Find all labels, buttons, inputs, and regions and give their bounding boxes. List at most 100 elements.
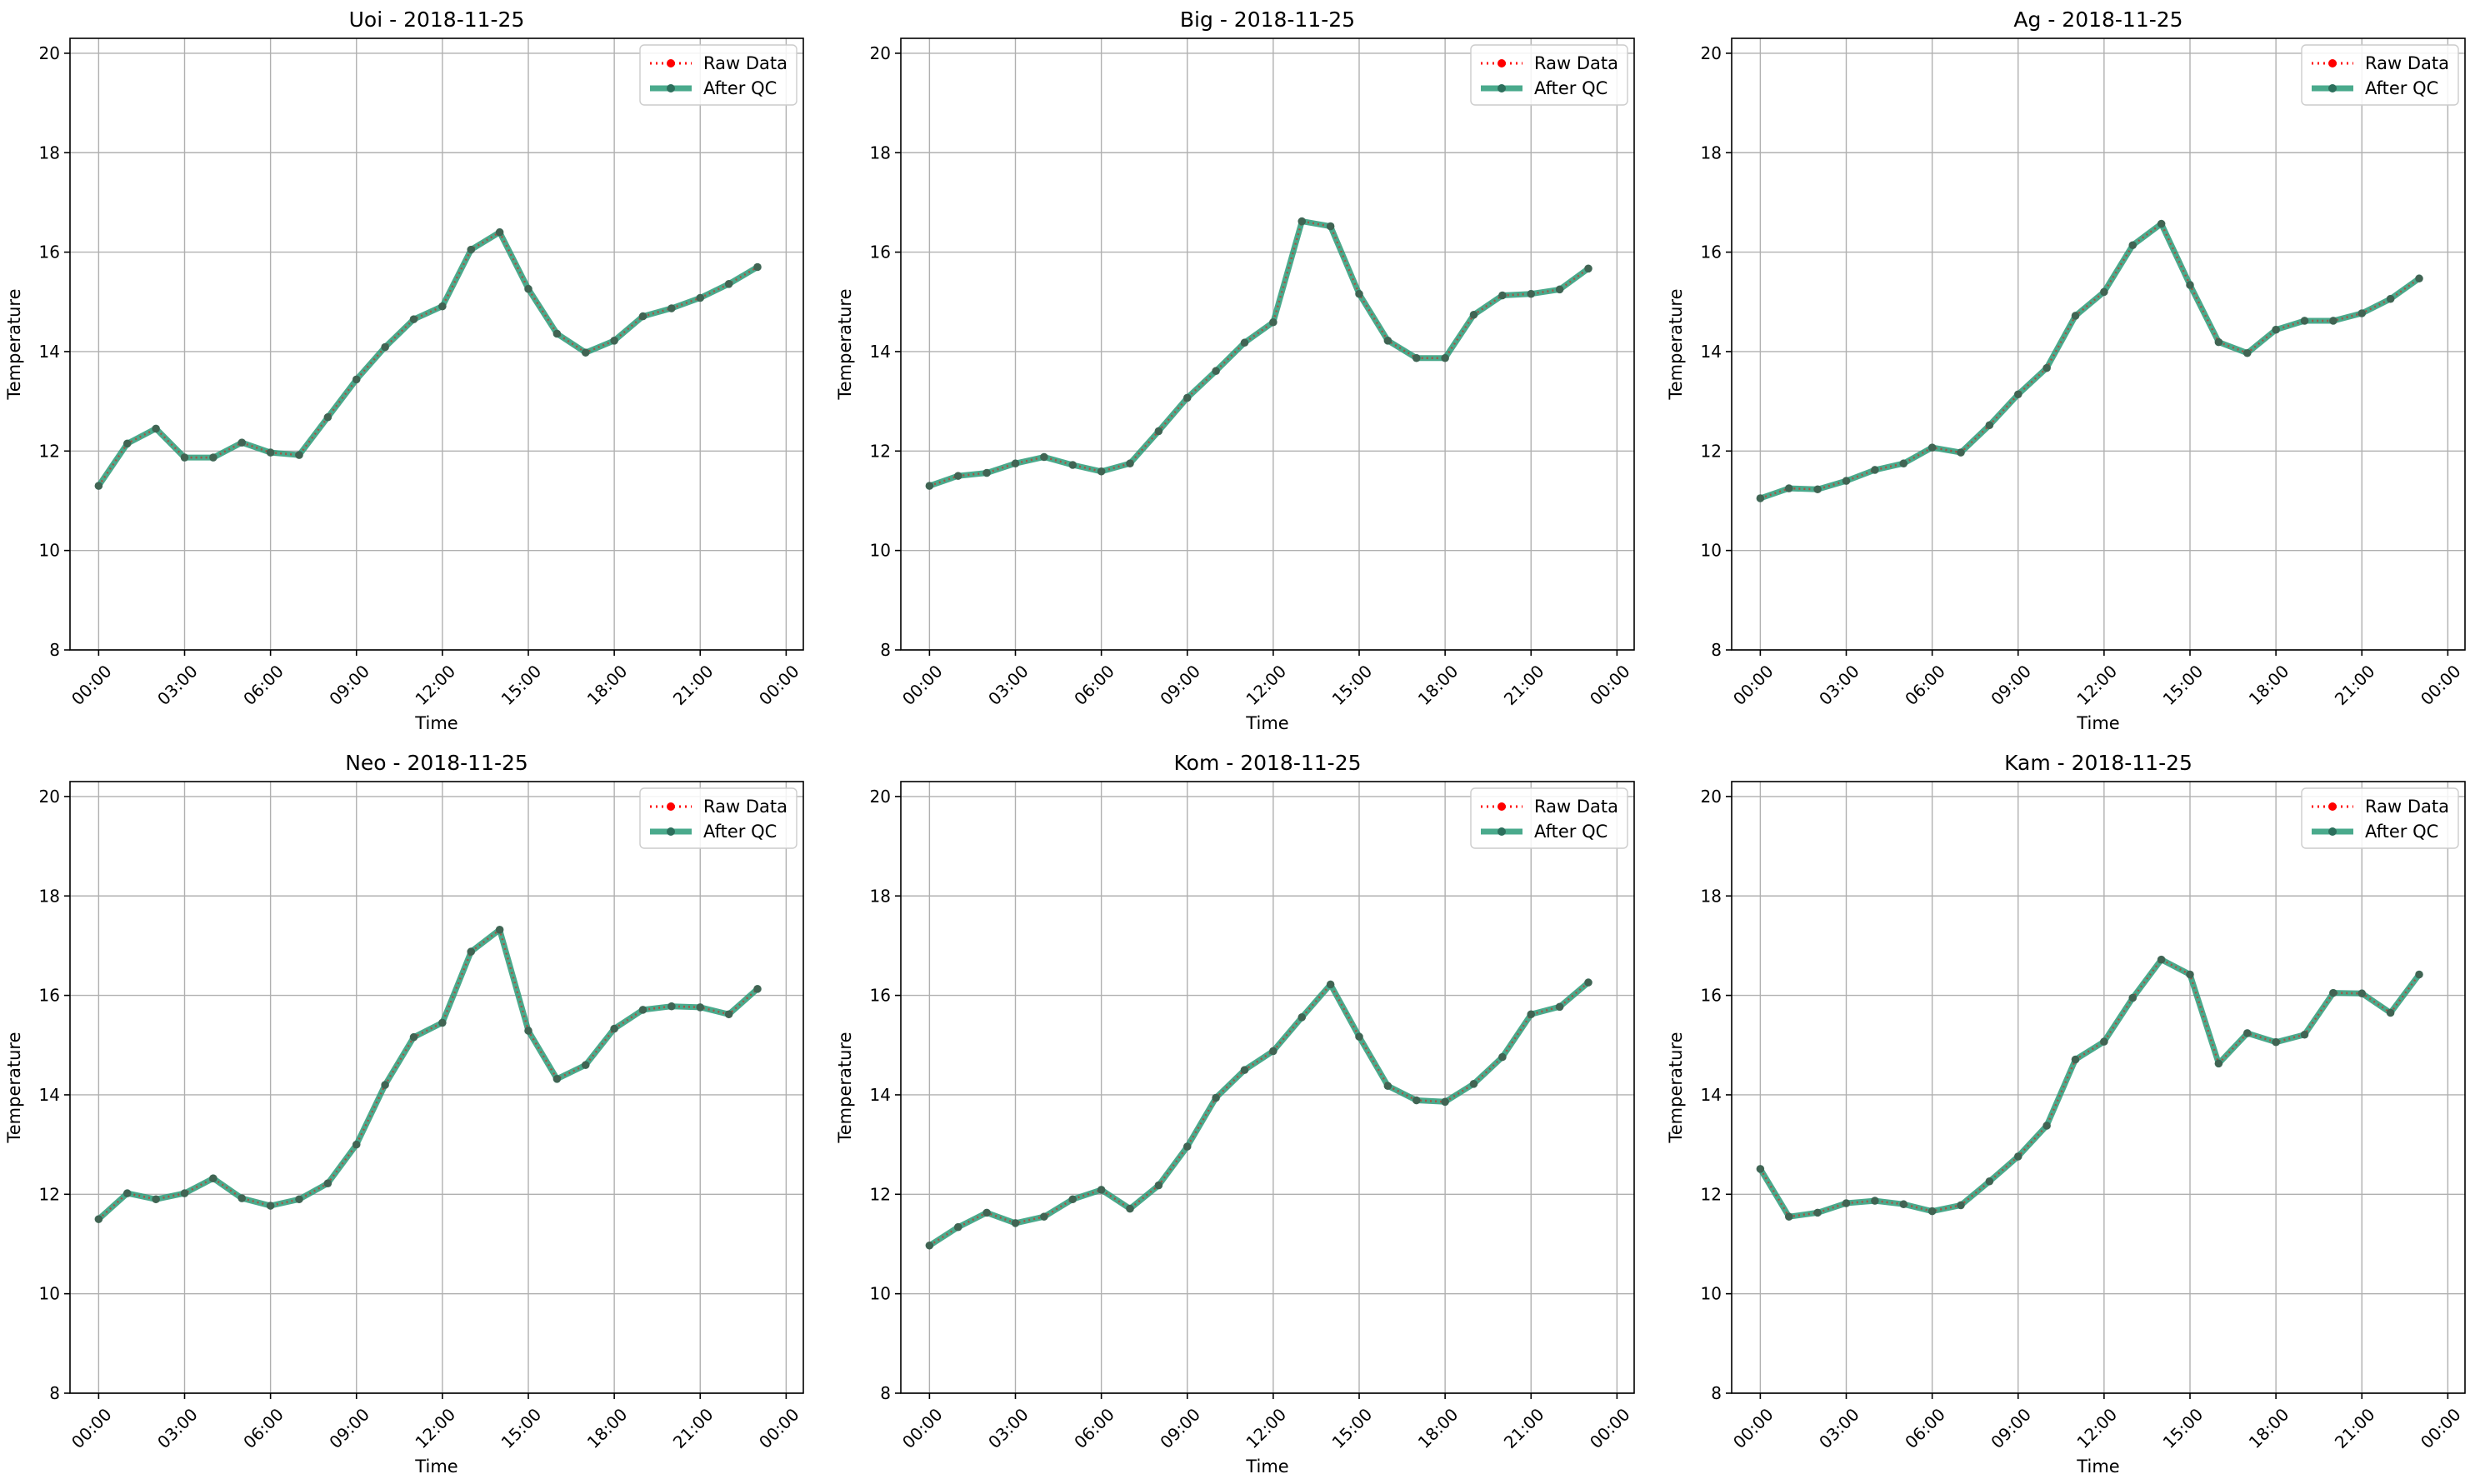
legend-marker-after-qc	[1498, 84, 1506, 92]
data-point-after-qc	[524, 1027, 532, 1035]
data-point-after-qc	[381, 342, 389, 352]
y-tick-label: 16	[870, 242, 891, 262]
x-tick-label: 00:00	[1729, 1404, 1778, 1452]
data-point-after-qc	[438, 302, 447, 311]
legend-label-after-qc: After QC	[703, 78, 777, 98]
data-point-after-qc	[409, 1032, 418, 1042]
data-point-after-qc	[2415, 970, 2423, 979]
data-point-after-qc	[1469, 1080, 1478, 1088]
data-point-after-qc	[2214, 337, 2223, 347]
data-point-after-qc	[1240, 1066, 1249, 1074]
y-tick-label: 14	[870, 1085, 891, 1105]
axes-frame	[69, 37, 804, 651]
data-point-after-qc	[524, 284, 532, 293]
data-point-after-qc	[122, 439, 132, 448]
data-point-after-qc	[1756, 494, 1765, 502]
data-point-after-qc	[1555, 285, 1564, 294]
y-tick-label: 16	[39, 986, 60, 1006]
legend-marker-raw-data	[2328, 59, 2337, 67]
data-point-after-qc	[2386, 294, 2395, 303]
x-tick-label: 18:00	[2245, 661, 2293, 709]
data-point-after-qc	[1813, 1208, 1822, 1217]
y-tick-label: 8	[1711, 640, 1722, 660]
data-point-after-qc	[1784, 484, 1793, 492]
series-line-after-qc	[926, 979, 1592, 1249]
y-tick-label: 10	[870, 541, 891, 561]
chart-title: Big - 2018-11-25	[1180, 7, 1355, 32]
x-tick-label: 12:00	[2072, 661, 2121, 709]
data-point-after-qc	[495, 227, 504, 237]
y-axis-label: Temperature	[4, 288, 24, 400]
data-point-after-qc	[2329, 988, 2338, 997]
data-point-after-qc	[1441, 353, 1449, 362]
data-point-after-qc	[1784, 1212, 1793, 1221]
x-tick-label: 18:00	[2245, 1404, 2293, 1452]
legend-label-raw-data: Raw Data	[2365, 797, 2449, 817]
y-tick-label: 18	[39, 142, 60, 162]
y-axis-label: Temperature	[1666, 1032, 1686, 1143]
data-point-after-qc	[2300, 1030, 2309, 1039]
x-tick-label: 18:00	[1414, 661, 1462, 709]
chart-title: Ag - 2018-11-25	[2013, 7, 2182, 32]
x-tick-label: 15:00	[2159, 661, 2208, 709]
data-point-after-qc	[982, 1208, 991, 1217]
x-tick-label: 21:00	[2331, 661, 2379, 709]
data-point-after-qc	[1584, 978, 1592, 987]
x-tick-label: 06:00	[239, 661, 288, 709]
y-tick-label: 20	[1701, 787, 1722, 807]
legend-label-raw-data: Raw Data	[2365, 53, 2449, 73]
data-point-after-qc	[1527, 289, 1536, 298]
chart-title: Kom - 2018-11-25	[1174, 751, 1362, 775]
subplot-kam: 8 10 12 14 16 18 20 00:00 03:00 06:00 09:00 12:00 15…	[1666, 751, 2466, 1477]
data-point-after-qc	[1441, 1097, 1449, 1107]
data-point-after-qc	[1383, 1082, 1392, 1091]
y-tick-label: 16	[39, 242, 60, 262]
x-tick-label: 03:00	[984, 1404, 1032, 1452]
y-tick-label: 8	[880, 1383, 891, 1403]
data-point-after-qc	[2186, 281, 2194, 289]
data-point-after-qc	[1040, 1212, 1048, 1221]
legend: Raw Data After QC	[1470, 787, 1628, 849]
legend: Raw Data After QC	[2301, 787, 2459, 849]
data-point-after-qc	[1928, 1207, 1937, 1216]
x-tick-label: 15:00	[498, 661, 546, 709]
axes-frame	[900, 37, 1635, 651]
data-point-after-qc	[1212, 367, 1220, 376]
y-tick-label: 8	[1711, 1383, 1722, 1403]
x-tick-label: 09:00	[325, 1404, 373, 1452]
y-tick-label: 8	[880, 640, 891, 660]
data-point-after-qc	[668, 1002, 676, 1011]
legend-marker-raw-data	[2328, 802, 2337, 811]
data-point-after-qc	[94, 1215, 103, 1223]
x-axis-label: Time	[414, 713, 458, 733]
series-line-after-qc	[95, 927, 761, 1222]
series-line-after-qc	[95, 229, 761, 489]
data-point-after-qc	[1957, 1201, 1965, 1210]
data-point-after-qc	[2013, 1152, 2022, 1161]
y-tick-label: 20	[39, 787, 60, 807]
data-point-after-qc	[295, 1195, 303, 1204]
data-point-after-qc	[953, 1222, 962, 1232]
y-tick-label: 18	[870, 886, 891, 906]
data-point-after-qc	[1985, 1177, 1994, 1186]
x-axis-label: Time	[2076, 1457, 2119, 1477]
x-axis-label: Time	[1245, 1457, 1288, 1477]
data-point-after-qc	[1126, 1204, 1134, 1213]
chart-title: Neo - 2018-11-25	[345, 751, 528, 775]
data-point-after-qc	[724, 279, 733, 288]
legend: Raw Data After QC	[1470, 44, 1628, 106]
legend-marker-raw-data	[667, 802, 675, 811]
x-tick-label: 18:00	[1414, 1404, 1462, 1452]
data-point-after-qc	[2329, 317, 2338, 325]
data-point-after-qc	[352, 375, 361, 384]
data-point-after-qc	[753, 985, 762, 993]
y-axis-label: Temperature	[4, 1032, 24, 1143]
data-point-after-qc	[409, 315, 418, 323]
data-point-after-qc	[238, 438, 247, 447]
data-point-after-qc	[1326, 222, 1335, 231]
y-tick-label: 12	[39, 441, 60, 461]
x-tick-label: 03:00	[153, 1404, 202, 1452]
chart-title: Uoi - 2018-11-25	[349, 7, 525, 32]
x-tick-label: 12:00	[2072, 1404, 2121, 1452]
x-tick-label: 21:00	[1500, 1404, 1548, 1452]
